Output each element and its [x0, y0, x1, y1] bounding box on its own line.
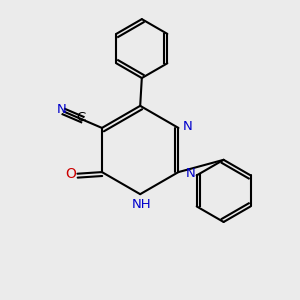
- Text: NH: NH: [132, 199, 152, 212]
- Text: N: N: [57, 103, 67, 116]
- Text: N: N: [186, 167, 196, 180]
- Text: C: C: [76, 111, 86, 124]
- Text: O: O: [65, 167, 76, 181]
- Text: N: N: [183, 120, 193, 134]
